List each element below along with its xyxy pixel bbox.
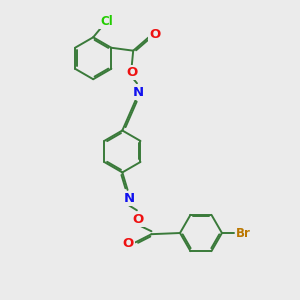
Text: N: N (133, 85, 144, 98)
Text: Br: Br (236, 226, 250, 239)
Text: Cl: Cl (100, 15, 113, 28)
Text: O: O (133, 213, 144, 226)
Text: N: N (124, 192, 135, 205)
Text: O: O (122, 237, 134, 250)
Text: O: O (149, 28, 160, 41)
Text: O: O (126, 66, 137, 79)
